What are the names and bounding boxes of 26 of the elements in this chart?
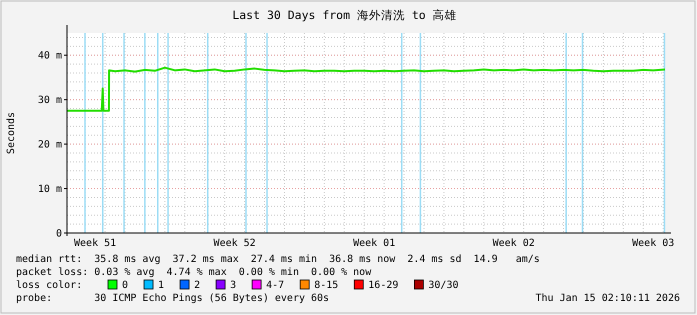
text: 3 bbox=[230, 280, 236, 291]
y-tick-label: 20 m bbox=[38, 140, 62, 151]
text: probe: 30 ICMP Echo Pings (56 Bytes) every 60s bbox=[16, 293, 330, 304]
chart-title: Last 30 Days from 海外清洗 to 高雄 bbox=[232, 8, 457, 22]
y-axis-title: Seconds bbox=[6, 112, 17, 154]
x-tick-label: Week 02 bbox=[492, 238, 535, 249]
text: packet loss: 0.03 % avg 4.74 % max 0.00 % min 0.00 % now bbox=[16, 267, 372, 278]
text: loss color: bbox=[16, 280, 82, 291]
text: 16-29 bbox=[368, 280, 398, 291]
text: 30/30 bbox=[428, 280, 458, 291]
y-tick-label: 40 m bbox=[38, 50, 62, 62]
y-tick-label: 0 bbox=[56, 228, 62, 240]
text: 4-7 bbox=[266, 280, 284, 291]
x-tick-label: Week 52 bbox=[214, 238, 256, 249]
text: 2 bbox=[194, 280, 200, 291]
line-series bbox=[66, 66, 666, 112]
text: Thu Jan 15 02:10:11 2026 bbox=[536, 293, 680, 304]
x-tick-label: Week 51 bbox=[74, 238, 116, 249]
y-tick-label: 10 m bbox=[38, 184, 62, 196]
y-tick-label: 30 m bbox=[38, 95, 62, 106]
x-tick-label: Week 01 bbox=[353, 238, 396, 249]
text: 8-15 bbox=[314, 280, 338, 291]
text: median rtt: 35.8 ms avg 37.2 ms max 27.4 ms min 36.8 ms now 2.4 ms sd 14.9 am/s bbox=[16, 254, 540, 265]
text: 1 bbox=[158, 280, 164, 291]
text: 0 bbox=[122, 280, 128, 291]
x-tick-label: Week 03 bbox=[632, 238, 674, 249]
